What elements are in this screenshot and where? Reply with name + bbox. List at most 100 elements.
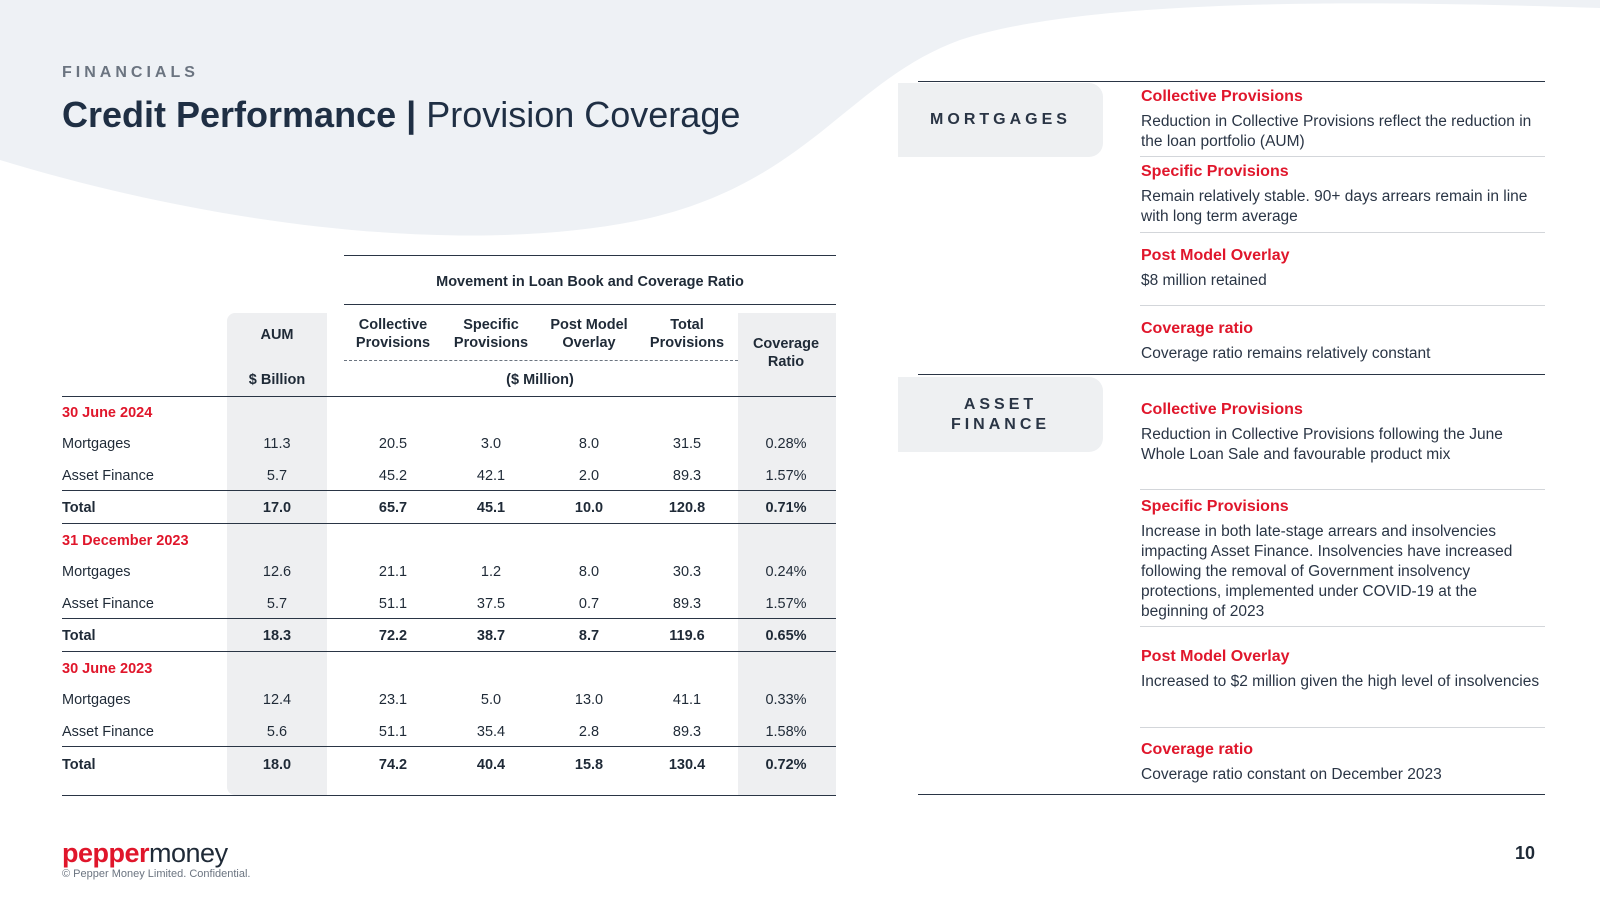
aum-value: 12.6 <box>262 564 292 580</box>
coverage-value: 0.71% <box>765 500 807 516</box>
comment-divider <box>1140 626 1545 627</box>
coverage-header-line2: Ratio <box>767 354 805 370</box>
comment-heading: Coverage ratio <box>1141 320 1254 337</box>
coverage-value: 1.58% <box>765 724 807 740</box>
coverage-column-shade <box>738 313 836 795</box>
total-value: 119.6 <box>669 628 705 644</box>
title-light: Provision Coverage <box>426 94 741 135</box>
comment-heading: Post Model Overlay <box>1141 247 1290 264</box>
total-value: 89.3 <box>672 596 702 612</box>
row-label: Total <box>62 628 96 644</box>
comment-divider <box>1140 489 1545 490</box>
specific-value: 38.7 <box>476 628 506 644</box>
collective-value: 72.2 <box>378 628 408 644</box>
page-title: Credit Performance | Provision Coverage <box>62 94 740 136</box>
pmo-value: 2.0 <box>578 468 600 484</box>
specific-value: 5.0 <box>480 692 502 708</box>
total-header-line1: Total <box>670 317 704 333</box>
row-label: Mortgages <box>62 436 131 452</box>
pmo-value: 15.8 <box>574 757 604 773</box>
logo-money: money <box>149 838 228 868</box>
pmo-header-line2: Overlay <box>562 335 616 351</box>
comment-heading: Post Model Overlay <box>1141 648 1290 665</box>
pmo-value: 8.0 <box>578 436 600 452</box>
collective-value: 20.5 <box>378 436 408 452</box>
comment-body: Remain relatively stable. 90+ days arrea… <box>1141 188 1528 225</box>
collective-value: 45.2 <box>378 468 408 484</box>
comment-divider <box>1140 305 1545 306</box>
total-value: 31.5 <box>672 436 702 452</box>
specific-value: 37.5 <box>476 596 506 612</box>
asset-finance-comment: Specific Provisions Increase in both lat… <box>1141 497 1546 622</box>
pmo-value: 10.0 <box>574 500 604 516</box>
row-label: Asset Finance <box>62 468 154 484</box>
aum-value: 5.7 <box>266 596 288 612</box>
row-label: Mortgages <box>62 692 131 708</box>
aum-value: 18.3 <box>262 628 292 644</box>
asset-finance-comment: Collective Provisions Reduction in Colle… <box>1141 400 1546 465</box>
coverage-value: 0.65% <box>765 628 807 644</box>
aum-value: 17.0 <box>262 500 292 516</box>
specific-value: 40.4 <box>476 757 506 773</box>
page-number: 10 <box>1515 843 1536 863</box>
collective-value: 51.1 <box>378 724 408 740</box>
comment-body: Reduction in Collective Provisions refle… <box>1141 113 1532 150</box>
comment-body: Coverage ratio constant on December 2023 <box>1141 766 1442 783</box>
aum-unit: $ Billion <box>248 372 306 388</box>
row-label: Mortgages <box>62 564 131 580</box>
group-bottom-rule <box>344 304 836 305</box>
coverage-header-line1: Coverage <box>752 336 820 352</box>
period-label: 30 June 2023 <box>62 661 153 677</box>
specific-value: 3.0 <box>480 436 502 452</box>
commentary-top-rule <box>918 81 1545 82</box>
collective-value: 23.1 <box>378 692 408 708</box>
aum-value: 5.7 <box>266 468 288 484</box>
total-bottom-rule <box>62 523 836 524</box>
asset-finance-tag-line2: FINANCE <box>950 416 1051 433</box>
specific-value: 35.4 <box>476 724 506 740</box>
header-bottom-rule <box>62 396 836 397</box>
coverage-header: Coverage Ratio <box>753 335 819 371</box>
pmo-value: 13.0 <box>574 692 604 708</box>
aum-value: 12.4 <box>262 692 292 708</box>
total-value: 41.1 <box>672 692 702 708</box>
million-divider <box>344 360 738 361</box>
section-label: FINANCIALS <box>62 64 199 81</box>
row-label: Total <box>62 500 96 516</box>
pmo-header: Post Model Overlay <box>550 316 627 352</box>
pmo-value: 8.0 <box>578 564 600 580</box>
coverage-value: 0.24% <box>765 564 807 580</box>
specific-value: 45.1 <box>476 500 506 516</box>
row-label: Total <box>62 757 96 773</box>
collective-value: 65.7 <box>378 500 408 516</box>
provision-table: Movement in Loan Book and Coverage Ratio… <box>62 255 836 796</box>
aum-header: AUM <box>260 327 294 343</box>
comment-body: Reduction in Collective Provisions follo… <box>1141 426 1503 463</box>
aum-value: 5.6 <box>266 724 288 740</box>
pmo-value: 8.7 <box>578 628 600 644</box>
comment-heading: Coverage ratio <box>1141 741 1254 758</box>
aum-column-shade <box>227 313 327 795</box>
coverage-value: 1.57% <box>765 468 807 484</box>
copyright: © Pepper Money Limited. Confidential. <box>62 868 251 880</box>
specific-header: Specific Provisions <box>454 316 528 352</box>
period-label: 30 June 2024 <box>62 405 153 421</box>
row-label: Asset Finance <box>62 596 154 612</box>
total-value: 89.3 <box>672 724 702 740</box>
comment-body: $8 million retained <box>1141 272 1267 289</box>
logo-pepper: pepper <box>62 838 150 868</box>
mortgages-tag: MORTGAGES <box>898 83 1103 157</box>
title-bold: Credit Performance | <box>62 94 417 135</box>
asset-finance-tag: ASSET FINANCE <box>898 377 1103 452</box>
comment-body: Coverage ratio remains relatively consta… <box>1141 345 1431 362</box>
row-label: Asset Finance <box>62 724 154 740</box>
comment-heading: Specific Provisions <box>1141 498 1289 515</box>
comment-divider <box>1140 727 1545 728</box>
comment-divider <box>1140 156 1545 157</box>
specific-header-line1: Specific <box>463 317 519 333</box>
total-header-line2: Provisions <box>649 335 725 351</box>
total-header: Total Provisions <box>650 316 724 352</box>
aum-value: 11.3 <box>263 436 291 452</box>
total-top-rule <box>62 618 836 619</box>
specific-value: 42.1 <box>476 468 506 484</box>
